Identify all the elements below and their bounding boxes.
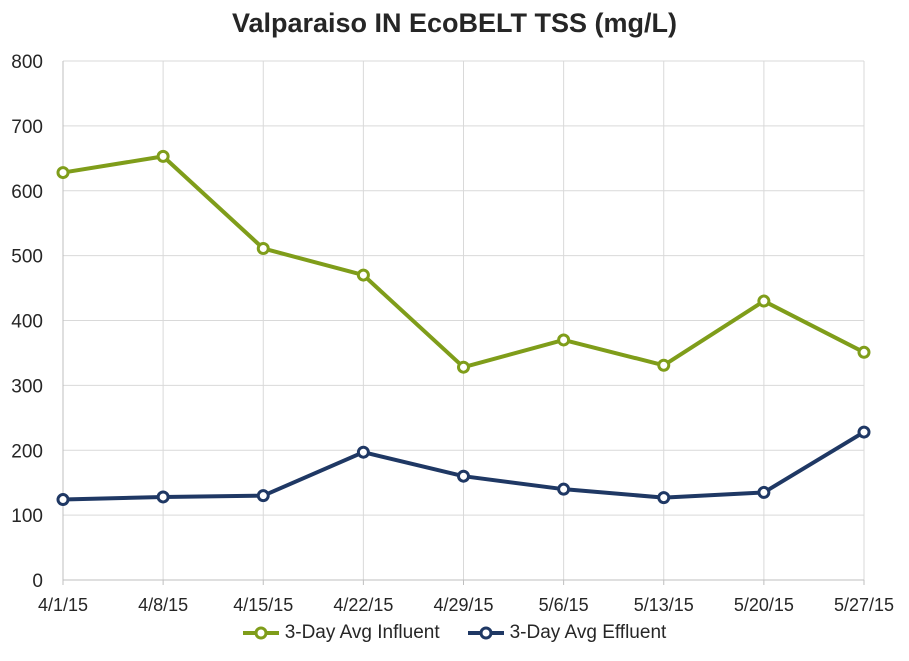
data-point-3-day-avg-influent [457, 360, 470, 374]
y-tick-label: 500 [11, 247, 43, 268]
data-point-3-day-avg-influent [757, 294, 771, 308]
x-tick-label: 5/6/15 [539, 595, 589, 615]
x-tick-label: 4/29/15 [433, 595, 493, 615]
chart-title: Valparaiso IN EcoBELT TSS (mg/L) [231, 8, 678, 38]
data-point-3-day-avg-effluent [757, 485, 771, 499]
x-tick-label: 4/15/15 [233, 595, 293, 615]
data-point-3-day-avg-effluent [256, 489, 270, 503]
y-tick-label: 200 [11, 441, 43, 462]
data-point-3-day-avg-influent [857, 345, 871, 359]
y-tick-label: 400 [11, 312, 43, 333]
x-tick-label: 4/22/15 [333, 595, 393, 615]
y-tick-label: 800 [11, 52, 43, 73]
data-point-3-day-avg-influent [657, 358, 671, 372]
data-point-3-day-avg-effluent [857, 425, 871, 439]
x-tick-label: 4/8/15 [138, 595, 188, 615]
x-tick-label: 5/27/15 [834, 595, 894, 615]
legend-label: 3-Day Avg Influent [284, 622, 440, 643]
data-point-3-day-avg-influent [356, 268, 370, 282]
data-point-3-day-avg-effluent [356, 445, 370, 459]
legend-swatch [242, 626, 279, 640]
data-point-3-day-avg-effluent [557, 482, 571, 496]
legend-item: 3-Day Avg Effluent [467, 622, 667, 644]
y-tick-label: 100 [11, 506, 43, 527]
legend-swatch [467, 626, 504, 640]
legend-swatch-marker [254, 626, 268, 640]
data-point-3-day-avg-influent [557, 333, 571, 347]
x-tick-label: 5/13/15 [634, 595, 694, 615]
data-point-3-day-avg-effluent [56, 493, 70, 507]
y-tick-label: 0 [32, 571, 43, 592]
legend-swatch-marker [479, 626, 493, 640]
x-tick-label: 5/20/15 [734, 595, 794, 615]
data-point-3-day-avg-effluent [657, 491, 671, 505]
data-point-3-day-avg-effluent [156, 490, 170, 504]
y-tick-label: 700 [11, 117, 43, 138]
y-tick-label: 600 [11, 182, 43, 203]
data-point-3-day-avg-influent [256, 241, 270, 255]
y-tick-label: 300 [11, 376, 43, 397]
data-point-3-day-avg-effluent [457, 469, 470, 483]
data-point-3-day-avg-influent [56, 166, 70, 180]
legend-item: 3-Day Avg Influent [242, 622, 440, 644]
legend-label: 3-Day Avg Effluent [509, 622, 667, 643]
legend: 3-Day Avg Influent 3-Day Avg Effluent [0, 622, 909, 644]
data-point-3-day-avg-influent [156, 149, 170, 163]
x-tick-label: 4/1/15 [38, 595, 88, 615]
